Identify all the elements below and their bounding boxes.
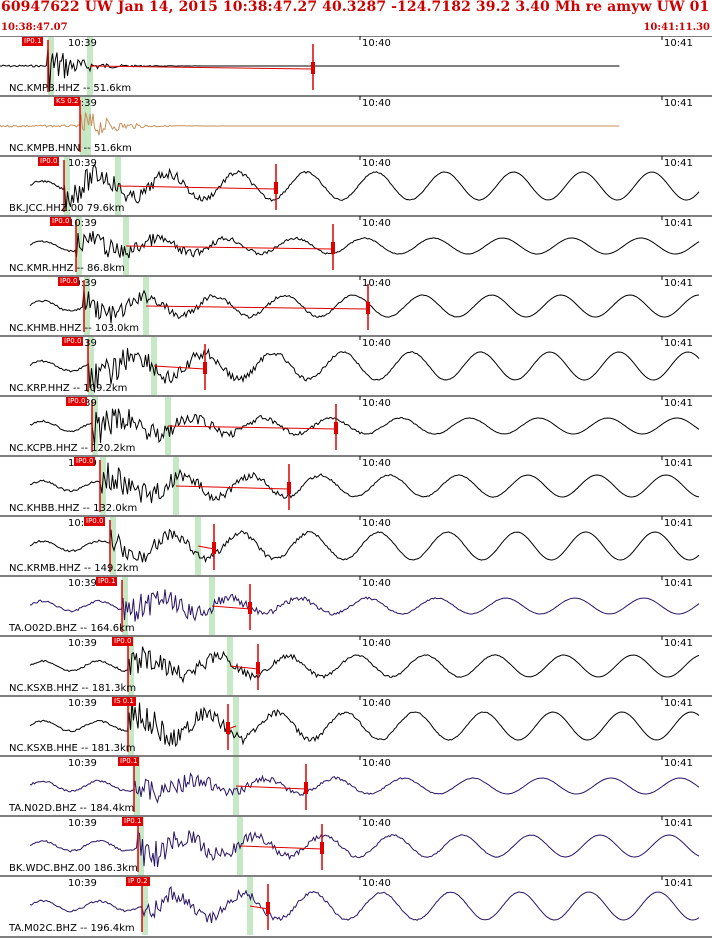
arrival-fit bbox=[89, 65, 314, 70]
arrival-fit bbox=[145, 305, 369, 310]
pick-marker-head bbox=[256, 662, 260, 674]
waveform-trace bbox=[29, 231, 700, 259]
pick-marker-head bbox=[334, 422, 338, 434]
arrival-fit bbox=[197, 545, 215, 550]
pick-marker-head bbox=[274, 182, 278, 194]
pick-marker-head bbox=[304, 782, 308, 794]
pick-window bbox=[142, 877, 148, 935]
pick-marker-head bbox=[203, 362, 207, 374]
pick-window bbox=[88, 337, 94, 395]
waveform-trace bbox=[29, 163, 700, 211]
waveform-trace bbox=[0, 47, 620, 92]
pick-marker-head bbox=[287, 482, 291, 494]
arrival-fit bbox=[211, 605, 251, 610]
waveform-trace bbox=[29, 646, 700, 684]
arrival-fit bbox=[117, 185, 277, 190]
arrival-fit bbox=[153, 365, 206, 370]
waveform-trace bbox=[29, 289, 700, 324]
pick-window bbox=[134, 757, 140, 815]
arrival-fit bbox=[175, 485, 290, 490]
pick-window bbox=[80, 97, 86, 155]
arrival-fit bbox=[249, 905, 269, 910]
seismogram-panel[interactable] bbox=[0, 36, 712, 938]
pick-marker-head bbox=[212, 542, 216, 554]
waveform-trace bbox=[29, 701, 700, 748]
waveform-trace bbox=[29, 589, 700, 622]
pick-marker-head bbox=[320, 842, 324, 854]
pick-marker-head bbox=[311, 62, 315, 74]
waveform-trace bbox=[29, 830, 700, 868]
arrival-fit bbox=[239, 845, 323, 850]
pick-marker-head bbox=[226, 722, 230, 734]
waveform-trace bbox=[29, 528, 700, 564]
waveform-trace bbox=[29, 462, 700, 504]
waveform-trace bbox=[0, 112, 620, 136]
arrival-fit bbox=[167, 425, 337, 430]
arrival-fit bbox=[229, 665, 259, 670]
waveform-trace bbox=[29, 347, 700, 393]
pick-window bbox=[122, 577, 128, 635]
waveform-trace bbox=[29, 408, 700, 445]
header: 60947622 UW Jan 14, 2015 10:38:47.27 40.… bbox=[0, 0, 712, 36]
pick-marker-head bbox=[366, 302, 370, 314]
window-start-time: 10:38:47.07 bbox=[1, 22, 68, 33]
pick-window bbox=[64, 157, 70, 215]
pick-window bbox=[110, 517, 116, 575]
arrival-fit bbox=[235, 785, 307, 790]
pick-marker-head bbox=[266, 902, 270, 914]
event-title: 60947622 UW Jan 14, 2015 10:38:47.27 40.… bbox=[1, 0, 712, 15]
pick-marker-head bbox=[331, 242, 335, 254]
waveform-trace bbox=[29, 772, 700, 804]
pick-marker-head bbox=[248, 602, 252, 614]
pick-window bbox=[85, 97, 91, 155]
pick-window bbox=[138, 817, 144, 875]
arrival-fit bbox=[125, 245, 334, 250]
window-end-time: 10:41:11.30 bbox=[643, 22, 710, 33]
waveform-trace bbox=[29, 886, 700, 924]
